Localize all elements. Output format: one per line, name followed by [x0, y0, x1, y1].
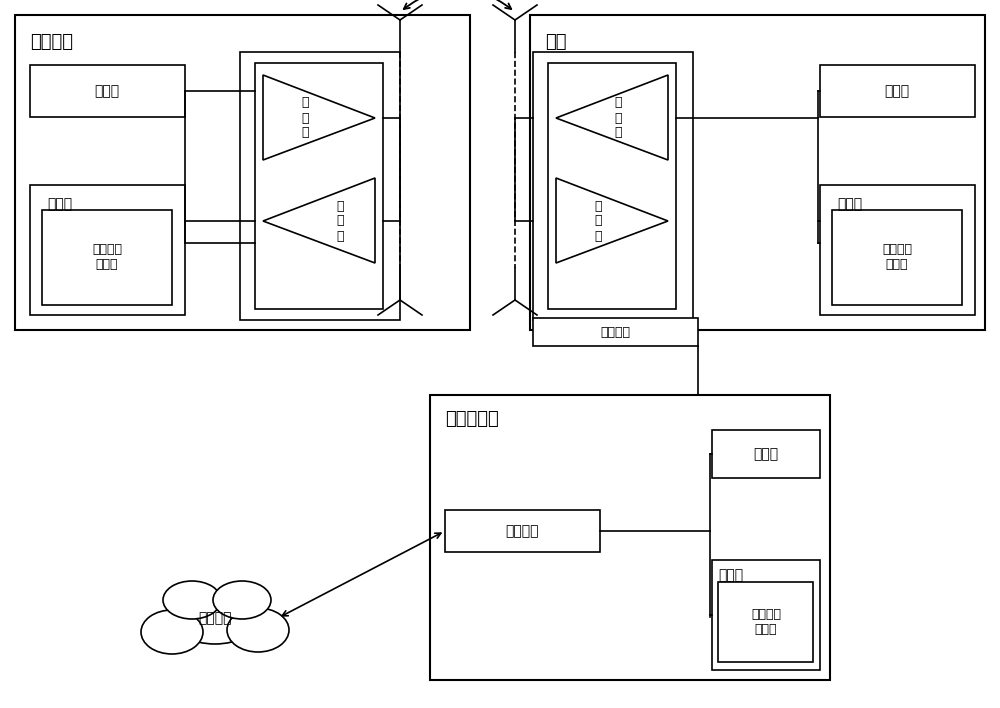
- Text: 存储器: 存储器: [47, 197, 72, 211]
- Polygon shape: [263, 75, 375, 160]
- Text: 计算机程
序代码: 计算机程 序代码: [751, 608, 781, 636]
- Text: 网络接口: 网络接口: [505, 524, 539, 538]
- Ellipse shape: [141, 610, 203, 654]
- Polygon shape: [556, 75, 668, 160]
- Bar: [712, 560, 820, 670]
- Bar: [42, 210, 172, 305]
- Text: 用户设备: 用户设备: [30, 33, 73, 51]
- Ellipse shape: [227, 608, 289, 652]
- Bar: [15, 15, 470, 330]
- Polygon shape: [263, 178, 375, 263]
- Bar: [718, 582, 813, 662]
- Text: 基站: 基站: [545, 33, 566, 51]
- Bar: [533, 52, 693, 320]
- Bar: [533, 318, 698, 346]
- Bar: [530, 15, 985, 330]
- Bar: [820, 65, 975, 117]
- Text: 网络接口: 网络接口: [600, 326, 630, 338]
- Text: 存储器: 存储器: [718, 568, 743, 582]
- Text: 发
射
机: 发 射 机: [614, 96, 622, 139]
- Text: 其它网络: 其它网络: [198, 611, 232, 625]
- Ellipse shape: [163, 581, 221, 619]
- Text: 计算机程
序代码: 计算机程 序代码: [92, 243, 122, 271]
- Bar: [30, 185, 185, 315]
- Bar: [445, 510, 600, 552]
- Text: 存储器: 存储器: [837, 197, 862, 211]
- Ellipse shape: [213, 581, 271, 619]
- Text: 接
收
机: 接 收 机: [336, 200, 344, 243]
- Text: 处理器: 处理器: [753, 447, 779, 461]
- Text: 计算机程
序代码: 计算机程 序代码: [882, 243, 912, 271]
- Ellipse shape: [171, 592, 259, 644]
- Text: 处理器: 处理器: [94, 84, 120, 98]
- Text: 核心网设备: 核心网设备: [445, 410, 499, 428]
- Bar: [255, 63, 383, 309]
- Text: 接
收
机: 接 收 机: [594, 200, 602, 243]
- Bar: [820, 185, 975, 315]
- Bar: [712, 430, 820, 478]
- Bar: [548, 63, 676, 309]
- Bar: [240, 52, 400, 320]
- Bar: [30, 65, 185, 117]
- Text: 处理器: 处理器: [884, 84, 910, 98]
- Polygon shape: [556, 178, 668, 263]
- Text: 发
射
机: 发 射 机: [301, 96, 309, 139]
- Bar: [832, 210, 962, 305]
- Bar: [430, 395, 830, 680]
